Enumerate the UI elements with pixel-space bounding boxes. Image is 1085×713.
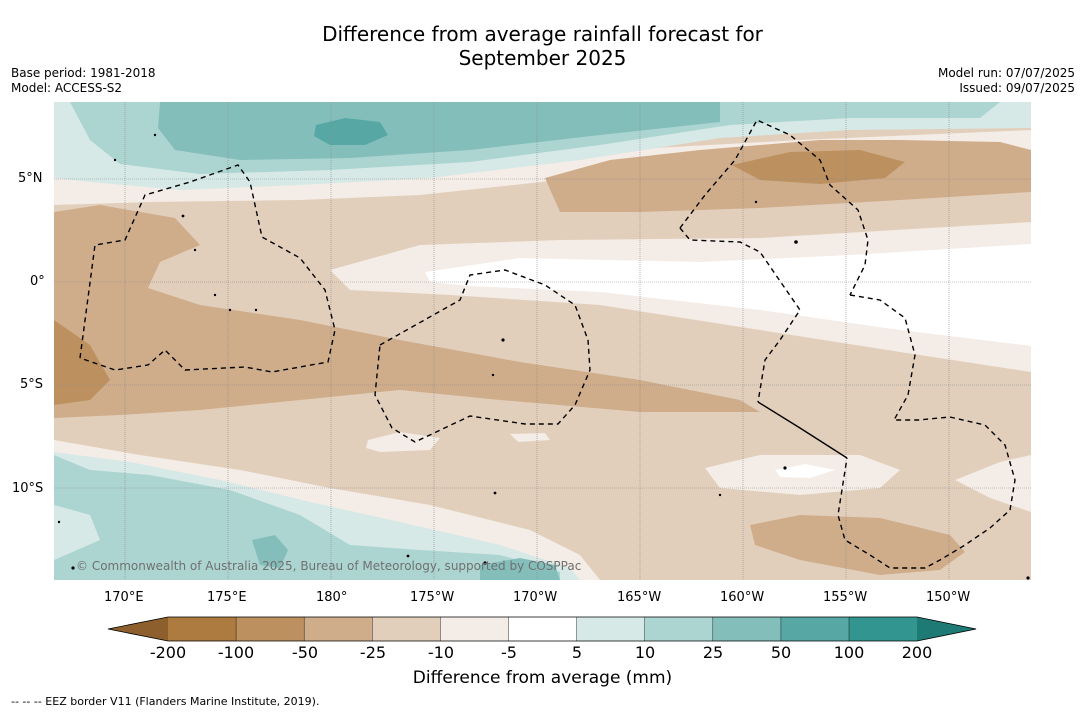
island bbox=[491, 373, 495, 377]
x-tick-155w: 155°W bbox=[823, 590, 868, 605]
southwest-teal-core bbox=[252, 535, 288, 568]
x-tick-165w: 165°W bbox=[617, 590, 662, 605]
island bbox=[483, 561, 487, 565]
island bbox=[57, 520, 61, 524]
x-tick-180: 180° bbox=[316, 590, 348, 605]
island bbox=[193, 248, 197, 252]
x-tick-170e: 170°E bbox=[104, 590, 144, 605]
chart-title-line2: September 2025 bbox=[458, 46, 627, 70]
colorbar-bin bbox=[576, 617, 646, 641]
colorbar bbox=[107, 616, 977, 642]
y-tick-5n: 5°N bbox=[18, 171, 43, 186]
central-white-inner bbox=[425, 244, 1031, 346]
colorbar-tick-label: -100 bbox=[217, 643, 255, 662]
colorbar-tick-label: 10 bbox=[634, 643, 656, 662]
colorbar-tick-label: -200 bbox=[149, 643, 187, 662]
model-text: Model: ACCESS-S2 bbox=[11, 81, 123, 95]
island bbox=[254, 308, 258, 312]
eez-border-west bbox=[79, 164, 336, 373]
x-tick-175w: 175°W bbox=[410, 590, 455, 605]
island bbox=[493, 491, 497, 495]
colorbar-tick-label: 25 bbox=[702, 643, 724, 662]
island bbox=[181, 214, 185, 218]
y-tick-10s: 10°S bbox=[12, 481, 44, 496]
east-brown-upper-core bbox=[732, 150, 905, 184]
island bbox=[794, 240, 798, 244]
map-area bbox=[54, 102, 1031, 580]
colorbar-tick-label: 200 bbox=[901, 643, 933, 662]
colorbar-bin bbox=[440, 617, 509, 641]
island bbox=[501, 338, 505, 342]
colorbar-tick-label: -50 bbox=[291, 643, 319, 662]
eez-legend-footer: -- -- -- EEZ border V11 (Flanders Marine… bbox=[11, 695, 320, 708]
base-period-text: Base period: 1981-2018 bbox=[11, 66, 156, 80]
island bbox=[71, 566, 75, 570]
colorbar-bin bbox=[168, 617, 237, 641]
eez-borders bbox=[79, 119, 1016, 569]
colorbar-under-arrow bbox=[108, 617, 168, 641]
colorbar-tick-label: 100 bbox=[833, 643, 865, 662]
south-white-patch-2 bbox=[510, 433, 550, 442]
model-run-text: Model run: 07/07/2025 bbox=[937, 66, 1075, 80]
meta-right: Model run: 07/07/2025 Issued: 09/07/2025 bbox=[938, 66, 1075, 96]
colorbar-tick-label: 50 bbox=[770, 643, 792, 662]
colorbar-bin bbox=[236, 617, 305, 641]
island bbox=[113, 158, 117, 162]
meta-left: Base period: 1981-2018 Model: ACCESS-S2 bbox=[11, 66, 156, 96]
colorbar-tick-label: -25 bbox=[359, 643, 387, 662]
southwest-teal-edge bbox=[54, 505, 100, 555]
x-tick-175e: 175°E bbox=[207, 590, 247, 605]
south-white-patch-1 bbox=[366, 432, 440, 452]
north-teal-inner bbox=[158, 102, 720, 160]
island bbox=[718, 493, 722, 497]
southwest-teal-core-2 bbox=[480, 558, 560, 580]
island bbox=[153, 133, 157, 137]
colorbar-over-arrow bbox=[917, 617, 977, 641]
eez-border-central bbox=[374, 269, 591, 443]
colorbar-tick-label: 5 bbox=[571, 643, 583, 662]
island bbox=[1026, 576, 1030, 580]
y-tick-0: 0° bbox=[30, 274, 45, 289]
southwest-teal-mid bbox=[54, 455, 560, 580]
eez-border-solid bbox=[757, 401, 848, 459]
colorbar-bin bbox=[304, 617, 373, 641]
colorbar-outline bbox=[107, 616, 977, 642]
west-brown-core bbox=[54, 320, 110, 405]
chart-title-line1: Difference from average rainfall forecas… bbox=[322, 22, 763, 46]
eez-border-east-upper bbox=[679, 119, 869, 296]
south-white-patch-3-core bbox=[775, 464, 835, 478]
issued-text: Issued: 09/07/2025 bbox=[959, 81, 1075, 95]
west-brown-region bbox=[54, 205, 760, 418]
colorbar-bin bbox=[712, 617, 782, 641]
x-tick-170w: 170°W bbox=[513, 590, 558, 605]
grid-lines bbox=[54, 102, 1031, 580]
colorbar-bin bbox=[849, 617, 918, 641]
y-tick-5s: 5°S bbox=[20, 377, 44, 392]
island bbox=[754, 200, 758, 204]
islands bbox=[57, 133, 1030, 580]
island bbox=[228, 308, 232, 312]
colorbar-title: Difference from average (mm) bbox=[412, 668, 673, 688]
colorbar-bin bbox=[372, 617, 441, 641]
colorbar-bin bbox=[644, 617, 714, 641]
colorbar-tick-label: -5 bbox=[501, 643, 517, 662]
island bbox=[213, 293, 217, 297]
colorbar-bin bbox=[780, 617, 850, 641]
island bbox=[406, 554, 410, 558]
x-tick-150w: 150°W bbox=[926, 590, 971, 605]
colorbar-tick-label: -10 bbox=[427, 643, 455, 662]
copyright-text: © Commonwealth of Australia 2025, Bureau… bbox=[76, 559, 582, 573]
eez-border-east-right bbox=[837, 294, 1016, 569]
x-tick-160w: 160°W bbox=[720, 590, 765, 605]
island bbox=[783, 466, 787, 470]
north-teal-core bbox=[314, 118, 388, 145]
southeast-brown bbox=[750, 515, 965, 575]
colorbar-bin bbox=[508, 617, 578, 641]
